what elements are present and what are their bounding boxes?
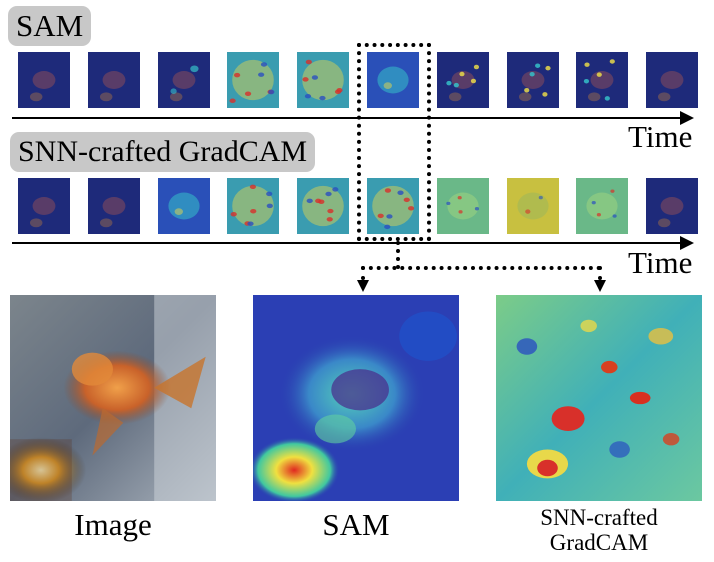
- gradcam-frame: [646, 178, 699, 234]
- sam-frame: [297, 52, 350, 108]
- sam-frame: [506, 52, 559, 108]
- gradcam-frame: [436, 178, 489, 234]
- gradcam-arrowhead: [594, 280, 606, 292]
- sam-time-label: Time: [628, 119, 693, 154]
- connector-left-drop: [361, 266, 365, 280]
- sam-frame: [436, 52, 489, 108]
- gradcam-time-label: Time: [628, 245, 693, 280]
- input-image: [10, 295, 216, 501]
- gradcam-frame: [297, 178, 350, 234]
- gradcam-enlarged-map: [496, 295, 702, 501]
- sam-caption: SAM: [322, 507, 390, 542]
- gradcam-frame: [157, 178, 210, 234]
- connector-right-drop: [598, 266, 602, 280]
- sam-arrowhead: [357, 280, 369, 292]
- gradcam-frame: [367, 178, 419, 234]
- sam-frame: [227, 52, 280, 108]
- gradcam-frame: [18, 178, 70, 234]
- sam-frame: [18, 52, 70, 108]
- image-caption: Image: [74, 507, 152, 542]
- sam-time-axis: [12, 111, 694, 125]
- gradcam-row-label: SNN-crafted GradCAM: [10, 132, 316, 172]
- sam-frame: [646, 52, 699, 108]
- sam-frame: [87, 52, 140, 108]
- gradcam-frame: [227, 178, 280, 234]
- gradcam-frame: [87, 178, 140, 234]
- sam-frame: [367, 52, 419, 108]
- gradcam-caption-line2: GradCAM: [549, 530, 649, 555]
- gradcam-caption-line1: SNN-crafted: [540, 505, 658, 530]
- gradcam-time-axis: [12, 236, 694, 250]
- sam-frame: [157, 52, 210, 108]
- selected-timestep-highlight: [357, 43, 431, 241]
- connector-vertical: [396, 241, 400, 269]
- sam-row-label: SAM: [8, 6, 92, 46]
- connector-horizontal: [361, 266, 601, 270]
- gradcam-frame: [506, 178, 559, 234]
- sam-enlarged-map: [253, 295, 459, 501]
- sam-frame: [576, 52, 629, 108]
- gradcam-frame: [576, 178, 629, 234]
